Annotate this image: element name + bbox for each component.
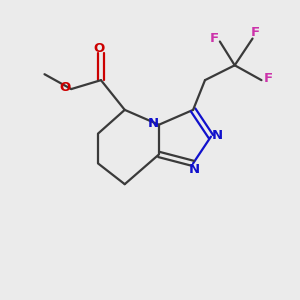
Text: F: F [251,26,260,38]
Text: N: N [212,129,223,142]
Text: N: N [148,117,159,130]
Text: N: N [189,163,200,176]
Text: O: O [94,42,105,55]
Text: O: O [60,81,71,94]
Text: F: F [263,72,273,85]
Text: F: F [209,32,218,45]
